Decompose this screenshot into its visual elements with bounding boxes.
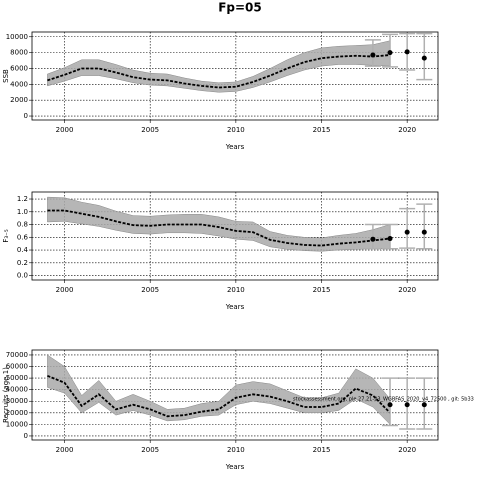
y-tick-label: 60000 [6,363,28,371]
x-axis-label: Years [225,463,245,471]
x-tick-label: 2010 [227,446,245,454]
forecast-point [370,236,376,242]
forecast-point [421,55,427,61]
x-tick-label: 2015 [313,286,331,294]
x-tick-label: 2010 [227,126,245,134]
x-tick-label: 2000 [56,286,74,294]
forecast-point [404,49,410,55]
x-tick-label: 2000 [56,126,74,134]
estimate-line [47,54,391,89]
y-tick-label: 0.4 [17,246,29,254]
chart-title: Fp=05 [218,1,262,15]
y-tick-label: 50000 [6,374,28,382]
y-tick-label: 10000 [6,33,28,41]
plot-frame [31,31,439,121]
estimate-line [47,374,391,418]
y-tick-label: 2000 [10,96,28,104]
x-axis-label: Years [225,143,245,151]
y-tick-label: 20000 [6,409,28,417]
annotation: stockassessment.org, ple.27.21-23_WGBFAS… [293,397,474,403]
y-tick-label: 70000 [6,351,28,359]
confidence-band [47,196,391,252]
y-tick-label: 0.8 [17,221,28,229]
forecast-point [387,402,393,408]
y-tick-label: 0.2 [17,259,28,267]
forecast-point [404,229,410,235]
y-tick-label: 30000 [6,397,28,405]
x-tick-label: 2020 [398,126,416,134]
x-axis-label: Years [225,303,245,311]
x-tick-label: 2015 [313,446,331,454]
x-tick-label: 2005 [141,126,159,134]
x-tick-label: 2020 [398,446,416,454]
y-tick-label: 4000 [10,80,28,88]
y-tick-label: 40000 [6,386,28,394]
y-tick-label: 6000 [10,64,28,72]
forecast-point [387,50,393,56]
plot-frame [31,349,439,441]
forecast-point [387,236,393,242]
estimate-line [47,209,391,247]
y-tick-label: 0.0 [17,272,28,280]
y-tick-label: 8000 [10,49,28,57]
y-tick-label: 10000 [6,420,28,428]
y-tick-label: 1.0 [17,208,28,216]
forecast-point [370,52,376,58]
forecast-point [421,402,427,408]
y-axis-label: Recruits (age 1) [2,367,10,423]
forecast-point [404,402,410,408]
plot-frame [31,191,439,281]
x-tick-label: 2015 [313,126,331,134]
y-tick-label: 1.2 [17,195,28,203]
x-tick-label: 2005 [141,446,159,454]
y-axis-label: SSB [2,69,10,83]
x-tick-label: 2010 [227,286,245,294]
x-tick-label: 2020 [398,286,416,294]
y-tick-label: 0 [24,112,28,120]
x-tick-label: 2000 [56,446,74,454]
y-tick-label: 0.6 [17,233,29,241]
x-tick-label: 2005 [141,286,159,294]
y-axis-label: F₃₋₅ [2,229,10,243]
forecast-point [421,229,427,235]
y-tick-label: 0 [24,432,28,440]
